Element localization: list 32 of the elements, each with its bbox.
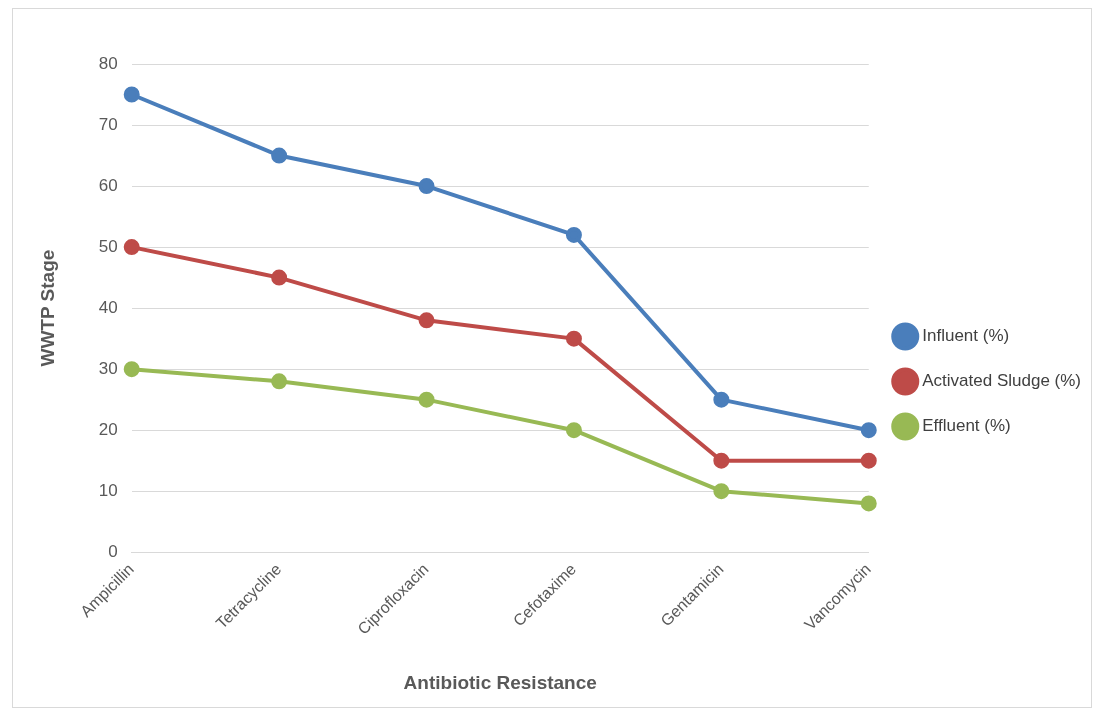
point <box>860 422 877 439</box>
x-axis-title: Antibiotic Resistance <box>403 671 597 693</box>
y-tick-label: 10 <box>98 480 118 500</box>
y-tick-label: 20 <box>98 419 118 439</box>
point <box>271 147 288 164</box>
y-tick-label: 60 <box>98 175 118 195</box>
point <box>565 330 582 347</box>
point <box>860 452 877 469</box>
point <box>565 226 582 243</box>
point <box>123 361 140 378</box>
y-axis-title: WWTP Stage <box>36 249 58 367</box>
point <box>123 86 140 103</box>
legend-label: Activated Sludge (%) <box>922 371 1082 391</box>
point <box>271 373 288 390</box>
point <box>713 391 730 408</box>
y-tick-label: 40 <box>98 297 118 317</box>
point <box>418 312 435 329</box>
point <box>713 483 730 500</box>
point <box>860 495 877 512</box>
point <box>418 178 435 195</box>
point <box>418 391 435 408</box>
point <box>713 452 730 469</box>
y-tick-label: 80 <box>98 53 118 73</box>
point <box>271 269 288 286</box>
y-tick-label: 50 <box>98 236 118 256</box>
y-tick-label: 70 <box>98 114 118 134</box>
point <box>123 239 140 256</box>
legend-label: Effluent (%) <box>922 416 1011 436</box>
y-tick-label: 30 <box>98 358 118 378</box>
point <box>565 422 582 439</box>
y-tick-label: 0 <box>108 541 118 561</box>
legend-label: Influent (%) <box>922 326 1010 346</box>
